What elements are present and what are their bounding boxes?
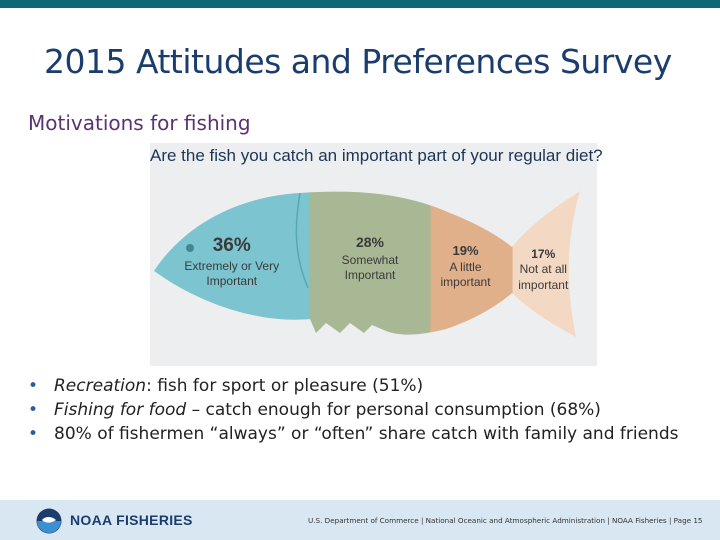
footer-bar: NOAA FISHERIES U.S. Department of Commer… — [0, 500, 720, 540]
label-text-2a: A little — [450, 260, 482, 274]
label-text-2b: important — [441, 275, 492, 289]
bullet-fishing-for-food: • Fishing for food – catch enough for pe… — [28, 400, 688, 421]
label-text-0b: Important — [206, 274, 257, 288]
noaa-fisheries-wordmark: NOAA FISHERIES — [70, 512, 193, 528]
label-text-0a: Extremely or Very — [184, 259, 279, 273]
slide-subtitle: Motivations for fishing — [28, 111, 251, 135]
bullet-food-text: – catch enough for personal consumption … — [186, 400, 601, 420]
label-pct-17: 17% — [531, 247, 555, 261]
bullet-share-text: 80% of fishermen “always” or “often” sha… — [54, 424, 679, 444]
label-text-1b: Important — [345, 268, 396, 282]
noaa-logo-icon — [36, 508, 62, 534]
fish-eye — [186, 244, 194, 252]
bullet-dot: • — [28, 424, 39, 444]
bullet-recreation-text: : fish for sport or pleasure (51%) — [146, 376, 424, 396]
chart-title: Are the fish you catch an important part… — [150, 146, 603, 165]
top-accent-bar — [0, 0, 720, 8]
bullet-dot: • — [28, 400, 39, 420]
bullet-share-catch: • 80% of fishermen “always” or “often” s… — [28, 424, 688, 445]
footer-credit: U.S. Department of Commerce | National O… — [308, 516, 703, 525]
bullet-dot: • — [28, 376, 39, 396]
bullet-food-term: Fishing for food — [54, 400, 187, 420]
bullet-recreation: • Recreation: fish for sport or pleasure… — [28, 376, 688, 397]
label-text-3b: important — [518, 278, 569, 292]
label-text-1a: Somewhat — [342, 253, 399, 267]
label-pct-19: 19% — [453, 243, 479, 258]
bullet-list: • Recreation: fish for sport or pleasure… — [28, 376, 688, 448]
label-pct-36: 36% — [213, 235, 251, 256]
slide-title: 2015 Attitudes and Preferences Survey — [44, 42, 672, 81]
fish-chart: Are the fish you catch an important part… — [150, 143, 603, 366]
label-text-3a: Not at all — [520, 262, 567, 276]
segment-somewhat-important — [309, 191, 431, 337]
fish-chart-svg: 36% Extremely or Very Important 28% Some… — [154, 191, 580, 337]
bullet-recreation-term: Recreation — [54, 376, 147, 396]
gill-line — [295, 192, 309, 289]
label-pct-28: 28% — [356, 234, 385, 250]
